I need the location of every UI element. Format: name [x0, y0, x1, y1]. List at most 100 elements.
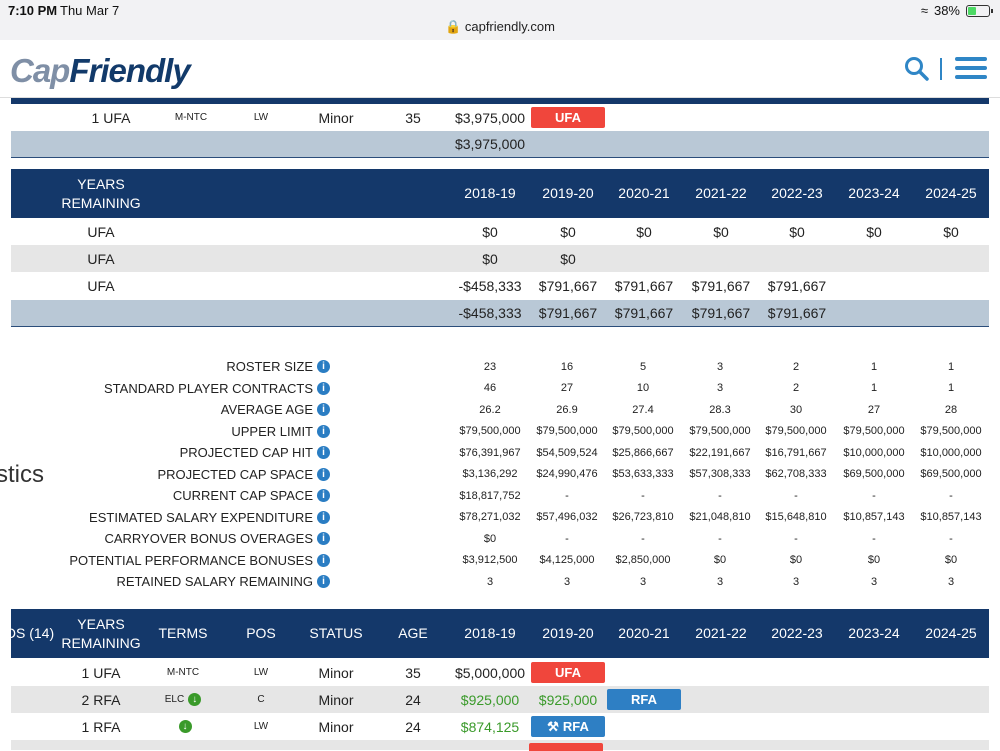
stat-value: 1 [870, 360, 878, 373]
cell-value [605, 245, 683, 272]
stat-label: POTENTIAL PERFORMANCE BONUSES i [69, 550, 330, 572]
table-row[interactable]: UFA $0 $0 $0 $0 $0 $0 $0 [11, 218, 989, 245]
address-bar[interactable]: 🔒 capfriendly.com [0, 19, 1000, 35]
stat-value: 26.2 [479, 403, 501, 416]
stat-label: CURRENT CAP SPACE i [173, 485, 330, 507]
stat-value: $79,500,000 [843, 425, 905, 438]
stat-value: 3 [716, 382, 724, 395]
ufa-badge[interactable]: UFA [531, 662, 605, 683]
stat-value: 1 [947, 382, 955, 395]
stat-value: 16 [560, 360, 574, 373]
hamburger-menu-icon[interactable] [955, 57, 987, 81]
info-icon[interactable]: i [317, 575, 330, 589]
group-header[interactable]: DS (14) [5, 625, 55, 641]
info-icon[interactable]: i [317, 446, 330, 460]
stat-value: $78,271,032 [459, 511, 521, 524]
stat-value: $25,866,667 [612, 446, 674, 459]
cell-value: $0 [560, 250, 576, 267]
total-value: $791,667 [767, 305, 827, 321]
total-value: $791,667 [538, 305, 598, 321]
status-header[interactable]: STATUS [309, 625, 363, 641]
terms-header[interactable]: TERMS [158, 625, 208, 641]
season-header[interactable]: 2019-20 [542, 185, 594, 201]
ufa-badge[interactable]: UFA [531, 107, 605, 128]
url-text: capfriendly.com [464, 19, 555, 34]
cell-value [912, 272, 990, 299]
stat-value: $53,633,333 [612, 468, 674, 481]
stat-row: STANDARD PLAYER CONTRACTS i 46 27 10 3 2 1 1 [0, 378, 1000, 400]
info-icon[interactable]: i [317, 381, 330, 395]
season-header[interactable]: 2022-23 [771, 625, 823, 641]
season-header[interactable]: 2018-19 [464, 185, 516, 201]
stat-value: - [718, 532, 722, 545]
stat-label: CARRYOVER BONUS OVERAGES i [104, 528, 330, 550]
info-icon[interactable]: i [317, 467, 330, 481]
table-row[interactable]: UFA -$458,333 $791,667 $791,667 $791,667 $791… [11, 272, 989, 299]
stat-label: STANDARD PLAYER CONTRACTS i [104, 378, 330, 400]
stat-value: $10,857,143 [843, 511, 905, 524]
season-header[interactable]: 2019-20 [542, 625, 594, 641]
season-header[interactable]: 2018-19 [464, 625, 516, 641]
search-icon[interactable] [904, 56, 930, 82]
total-value: $791,667 [691, 305, 751, 321]
stat-value: $3,136,292 [462, 468, 518, 481]
stat-value: $79,500,000 [536, 425, 598, 438]
pos-header[interactable]: POS [246, 625, 276, 641]
season-header[interactable]: 2021-22 [695, 185, 747, 201]
season-header[interactable]: 2021-22 [695, 625, 747, 641]
clock: 7:10 PM [8, 3, 58, 18]
info-icon[interactable]: i [317, 424, 330, 438]
cell-value [835, 272, 913, 299]
rfa-badge[interactable]: ⚒ RFA [531, 716, 605, 737]
info-icon[interactable]: i [317, 510, 330, 524]
stat-value: $10,857,143 [920, 511, 982, 524]
table-row[interactable]: 1 UFA M-NTC LW Minor 35 $5,000,000 UFA [11, 659, 989, 686]
years-remaining-header[interactable]: YEARS REMAINING [61, 616, 141, 651]
stat-value: 27.4 [632, 403, 654, 416]
elc-info-icon[interactable]: ↓ [188, 693, 202, 706]
season-header[interactable]: 2020-21 [618, 185, 670, 201]
stat-value: 1 [947, 360, 955, 373]
season-header[interactable]: 2023-24 [848, 625, 900, 641]
table-row[interactable]: UFA $0 $0 [11, 245, 989, 272]
stat-value: $76,391,967 [459, 446, 521, 459]
season-header[interactable]: 2024-25 [925, 625, 977, 641]
stat-value: - [718, 489, 722, 502]
stat-value: $57,308,333 [689, 468, 751, 481]
season-header[interactable]: 2024-25 [925, 185, 977, 201]
cell-value: $0 [482, 250, 498, 267]
info-icon[interactable]: i [317, 532, 330, 546]
stat-row: ROSTER SIZE i 23 16 5 3 2 1 1 [0, 356, 1000, 378]
season-header[interactable]: 2022-23 [771, 185, 823, 201]
season-header[interactable]: 2020-21 [618, 625, 670, 641]
stat-value: $0 [867, 554, 881, 567]
elc-info-icon[interactable]: ↓ [178, 720, 192, 733]
header-divider [940, 58, 942, 80]
retained-table-header: YEARS REMAINING 2018-19 2019-20 2020-21 … [11, 169, 989, 218]
age-header[interactable]: AGE [398, 625, 428, 641]
season-header[interactable]: 2023-24 [848, 185, 900, 201]
cell-value [912, 245, 990, 272]
table-row[interactable] [11, 740, 989, 751]
table-row[interactable]: 1 RFA ↓ LW Minor 24 $874,125 ⚒ RFA [11, 713, 989, 740]
top-table-header [11, 98, 989, 104]
stat-row: POTENTIAL PERFORMANCE BONUSES i $3,912,500… [0, 550, 1000, 572]
table-row[interactable]: 1 UFA M-NTC LW Minor 35 $3,975,000 UFA [11, 104, 989, 131]
rfa-badge[interactable]: RFA [607, 689, 681, 710]
stat-value: 1 [870, 382, 878, 395]
stat-value: - [641, 532, 645, 545]
stat-value: 3 [947, 575, 955, 588]
ufa-badge[interactable] [529, 743, 603, 751]
section-title-partial: stics [0, 461, 44, 488]
capfriendly-logo[interactable]: CapFriendly [10, 52, 191, 89]
cell-value: $791,667 [767, 277, 827, 294]
info-icon[interactable]: i [317, 489, 330, 503]
info-icon[interactable]: i [317, 553, 330, 567]
stat-value: 30 [789, 403, 803, 416]
stat-value: $16,791,667 [765, 446, 827, 459]
info-icon[interactable]: i [317, 360, 330, 374]
info-icon[interactable]: i [317, 403, 330, 417]
cell-value: $0 [482, 223, 498, 240]
stat-value: $0 [789, 554, 803, 567]
table-row[interactable]: 2 RFA ELC ↓ C Minor 24 $925,000 $925,000 … [11, 686, 989, 713]
